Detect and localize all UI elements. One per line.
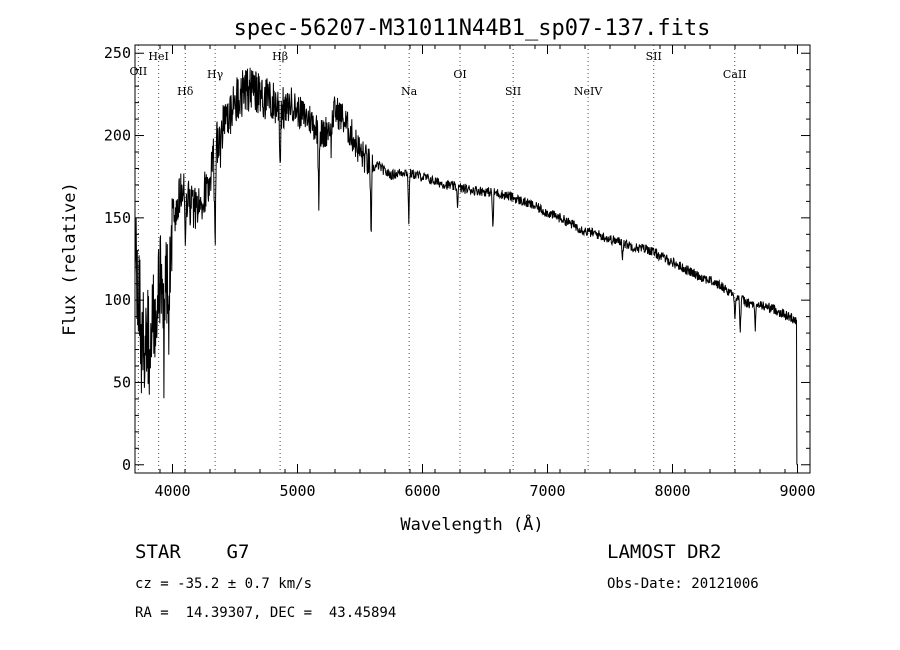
x-tick-label: 4000 — [154, 482, 190, 500]
line-marker-label: Na — [401, 85, 418, 98]
line-marker-label: HeI — [148, 50, 168, 63]
line-markers — [137, 45, 736, 473]
y-axis-label: Flux (relative) — [60, 182, 80, 336]
spectrum-group — [134, 67, 798, 465]
chart-title: spec-56207-M31011N44B1_sp07-137.fits — [234, 16, 711, 41]
line-marker-label: Hβ — [272, 50, 288, 63]
spectrum-line — [134, 67, 798, 465]
x-tick-label: 6000 — [404, 482, 440, 500]
x-tick-label: 5000 — [279, 482, 315, 500]
classification-label: STAR G7 — [135, 541, 250, 563]
y-tick-label: 100 — [104, 291, 131, 309]
line-marker-label: OII — [130, 65, 148, 78]
redshift-label: cz = -35.2 ± 0.7 km/s — [135, 576, 313, 592]
coordinates-label: RA = 14.39307, DEC = 43.45894 — [135, 605, 397, 621]
line-marker-label: Hδ — [177, 85, 194, 98]
line-marker-label: Hγ — [207, 68, 224, 81]
x-axis: 4000 5000 6000 7000 8000 9000 — [134, 45, 816, 500]
x-tick-label: 9000 — [779, 482, 815, 500]
plot-frame — [134, 44, 811, 474]
y-tick-label: 150 — [104, 209, 131, 227]
x-tick-label: 7000 — [529, 482, 565, 500]
y-tick-label: 50 — [113, 373, 131, 391]
line-marker-label: SII — [505, 85, 521, 98]
line-marker-label: NeIV — [574, 85, 603, 98]
y-tick-label: 0 — [122, 456, 131, 474]
x-tick-label: 8000 — [654, 482, 690, 500]
y-axis: 0 50 100 150 200 250 — [104, 44, 810, 474]
y-tick-label: 250 — [104, 44, 131, 62]
line-marker-label: CaII — [723, 68, 747, 81]
x-axis-label: Wavelength (Å) — [400, 513, 543, 535]
line-marker-label: OI — [453, 68, 466, 81]
obs-date-label: Obs-Date: 20121006 — [607, 576, 759, 592]
y-tick-label: 200 — [104, 127, 131, 145]
survey-label: LAMOST DR2 — [607, 541, 722, 563]
line-marker-label: SII — [646, 50, 662, 63]
